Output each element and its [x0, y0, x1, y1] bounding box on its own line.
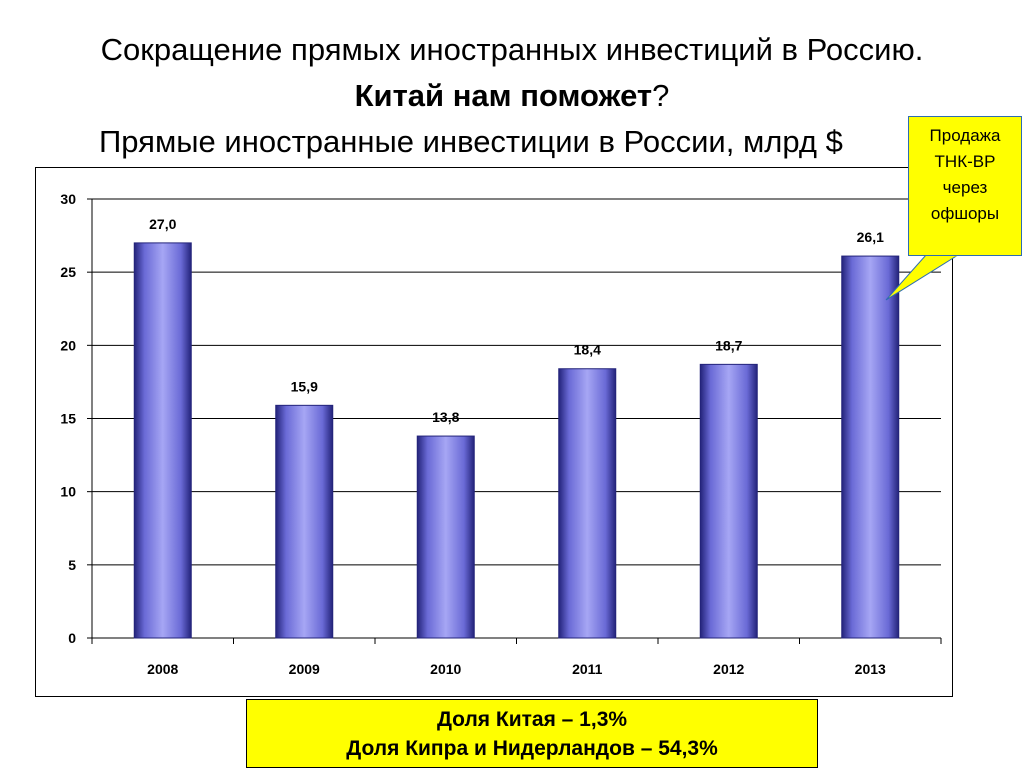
callout-line: Продажа	[929, 126, 1001, 145]
bar	[416, 435, 475, 639]
chart-caption: Прямые иностранные инвестиции в России, …	[99, 124, 843, 159]
slide-title: Сокращение прямых иностранных инвестиций…	[100, 32, 924, 67]
bar	[133, 242, 192, 639]
y-tick-label: 20	[60, 337, 76, 353]
x-tick-label: 2012	[713, 661, 744, 677]
data-label: 15,9	[291, 378, 318, 394]
y-tick-label: 30	[60, 191, 76, 207]
bar	[699, 363, 758, 639]
info-line-cyprus-netherlands: Доля Кипра и Нидерландов – 54,3%	[346, 737, 718, 760]
y-tick-label: 0	[68, 630, 76, 646]
data-label: 27,0	[149, 216, 176, 232]
callout-line: через	[942, 178, 988, 197]
slide-subtitle: Китай нам поможет?	[0, 78, 1024, 114]
y-tick-label: 10	[60, 484, 76, 500]
x-tick-label: 2009	[289, 661, 320, 677]
x-tick-label: 2011	[572, 661, 603, 677]
data-label: 18,4	[574, 342, 601, 358]
bar	[841, 255, 900, 639]
x-tick-label: 2013	[855, 661, 886, 677]
y-tick-label: 25	[60, 264, 76, 280]
data-label: 13,8	[432, 409, 459, 425]
chart-frame: 0 5 10 15 20 25 30 27,0 2008 15,9 2009 13,8 2010 18,4…	[35, 167, 953, 697]
data-label: 26,1	[857, 229, 884, 245]
subtitle-question-mark: ?	[652, 78, 670, 113]
bar-chart: 0 5 10 15 20 25 30 27,0 2008 15,9 2009 13,8 2010 18,4…	[60, 191, 942, 677]
callout-note: Продажа ТНК-BP через офшоры	[908, 116, 1022, 256]
callout-line: ТНК-BP	[934, 152, 996, 171]
callout-line: офшоры	[930, 204, 1000, 223]
info-box: Доля Китая – 1,3% Доля Кипра и Нидерланд…	[246, 699, 818, 768]
bar	[275, 404, 334, 639]
y-tick-label: 15	[60, 411, 76, 427]
x-tick-label: 2010	[430, 661, 461, 677]
bar	[558, 368, 617, 639]
subtitle-bold: Китай нам поможет	[354, 78, 653, 113]
data-label: 18,7	[715, 337, 742, 353]
x-tick-label: 2008	[147, 661, 178, 677]
y-tick-label: 5	[68, 557, 76, 573]
info-line-china: Доля Китая – 1,3%	[436, 708, 628, 731]
